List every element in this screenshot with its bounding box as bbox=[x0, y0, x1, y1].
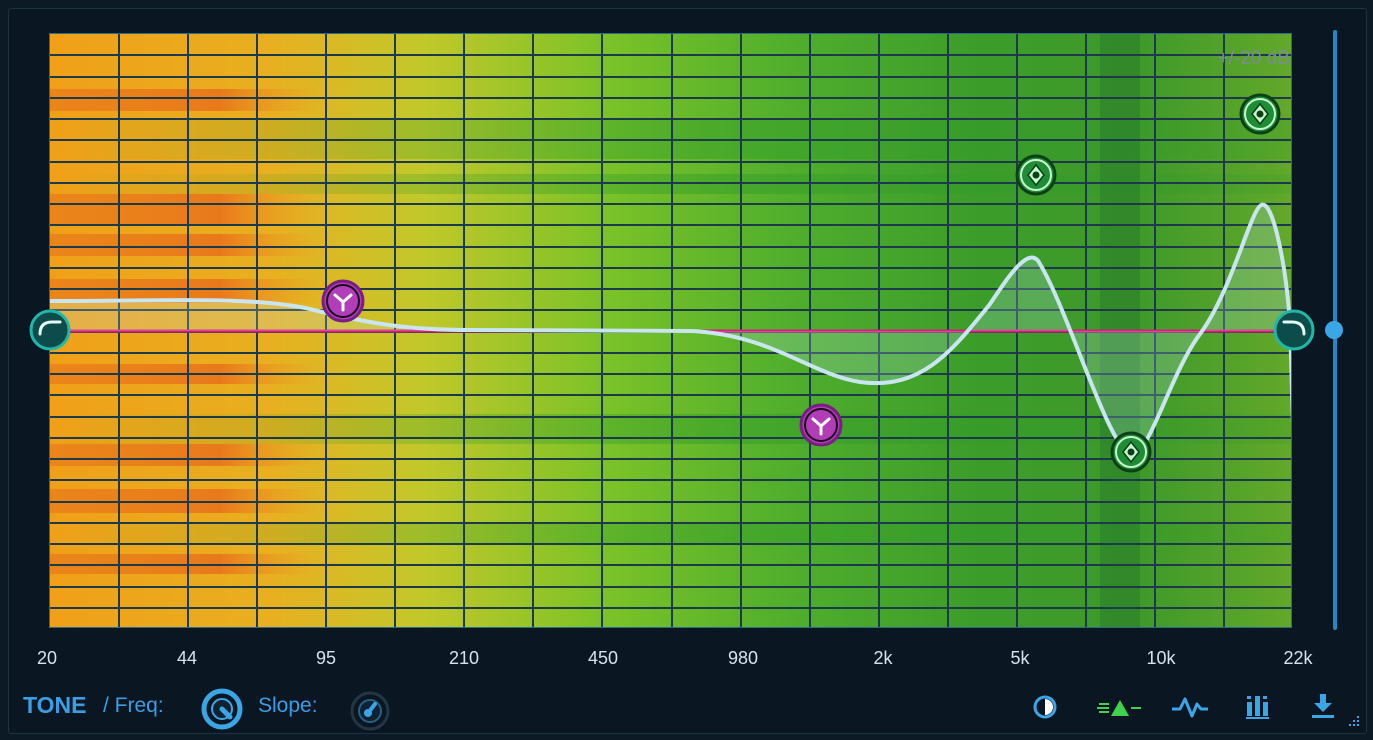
low-cut-node[interactable] bbox=[28, 308, 72, 352]
freq-label: 210 bbox=[448, 648, 480, 668]
eq-response-curve bbox=[50, 202, 1291, 457]
output-gain-slider-thumb[interactable] bbox=[1325, 321, 1343, 339]
band-node-5[interactable] bbox=[1238, 92, 1282, 136]
frequency-axis: 20 44 95 210 450 980 2k 5k 10k 22k bbox=[0, 648, 1373, 672]
download-icon[interactable] bbox=[1308, 691, 1338, 721]
freq-label: 44 bbox=[176, 648, 198, 668]
freq-knob-label: / Freq: bbox=[103, 694, 164, 717]
meter-bars-icon[interactable] bbox=[1243, 692, 1273, 720]
waveform-icon[interactable] bbox=[1170, 694, 1210, 720]
freq-label: 450 bbox=[587, 648, 619, 668]
high-cut-node[interactable] bbox=[1272, 308, 1316, 352]
freq-label: 5k bbox=[1010, 648, 1030, 668]
bell-filter-icon bbox=[321, 279, 365, 323]
low-cut-icon bbox=[29, 309, 71, 351]
peak-band-icon bbox=[1015, 154, 1057, 196]
freq-label: 2k bbox=[873, 648, 893, 668]
spectrum-icon[interactable] bbox=[1095, 694, 1145, 720]
eq-spectrum-display[interactable]: +/-20 dB bbox=[49, 33, 1292, 628]
knob-icon bbox=[350, 691, 390, 731]
section-title: TONE bbox=[23, 692, 87, 718]
freq-label: 95 bbox=[315, 648, 337, 668]
high-cut-icon bbox=[1273, 309, 1315, 351]
contrast-icon[interactable] bbox=[1032, 694, 1058, 720]
resize-grip-icon[interactable] bbox=[1345, 714, 1361, 730]
bell-node-2[interactable] bbox=[798, 402, 844, 448]
slope-knob[interactable] bbox=[348, 689, 392, 733]
freq-knob[interactable] bbox=[200, 687, 244, 731]
band-node-4[interactable] bbox=[1109, 430, 1153, 474]
band-node-3[interactable] bbox=[1014, 153, 1058, 197]
freq-label: 20 bbox=[36, 648, 58, 668]
bottom-control-bar: TONE / Freq: Slope: bbox=[0, 684, 1373, 732]
freq-label: 22k bbox=[1283, 648, 1313, 668]
peak-band-icon bbox=[1110, 431, 1152, 473]
bell-filter-icon bbox=[799, 403, 843, 447]
eq-response-fill bbox=[50, 204, 1291, 454]
db-range-label: +/-20 dB bbox=[1218, 48, 1290, 69]
bell-node-1[interactable] bbox=[320, 278, 366, 324]
slope-knob-label: Slope: bbox=[258, 694, 318, 717]
knob-icon bbox=[201, 688, 243, 730]
peak-band-icon bbox=[1239, 93, 1281, 135]
freq-label: 10k bbox=[1146, 648, 1176, 668]
freq-label: 980 bbox=[727, 648, 759, 668]
